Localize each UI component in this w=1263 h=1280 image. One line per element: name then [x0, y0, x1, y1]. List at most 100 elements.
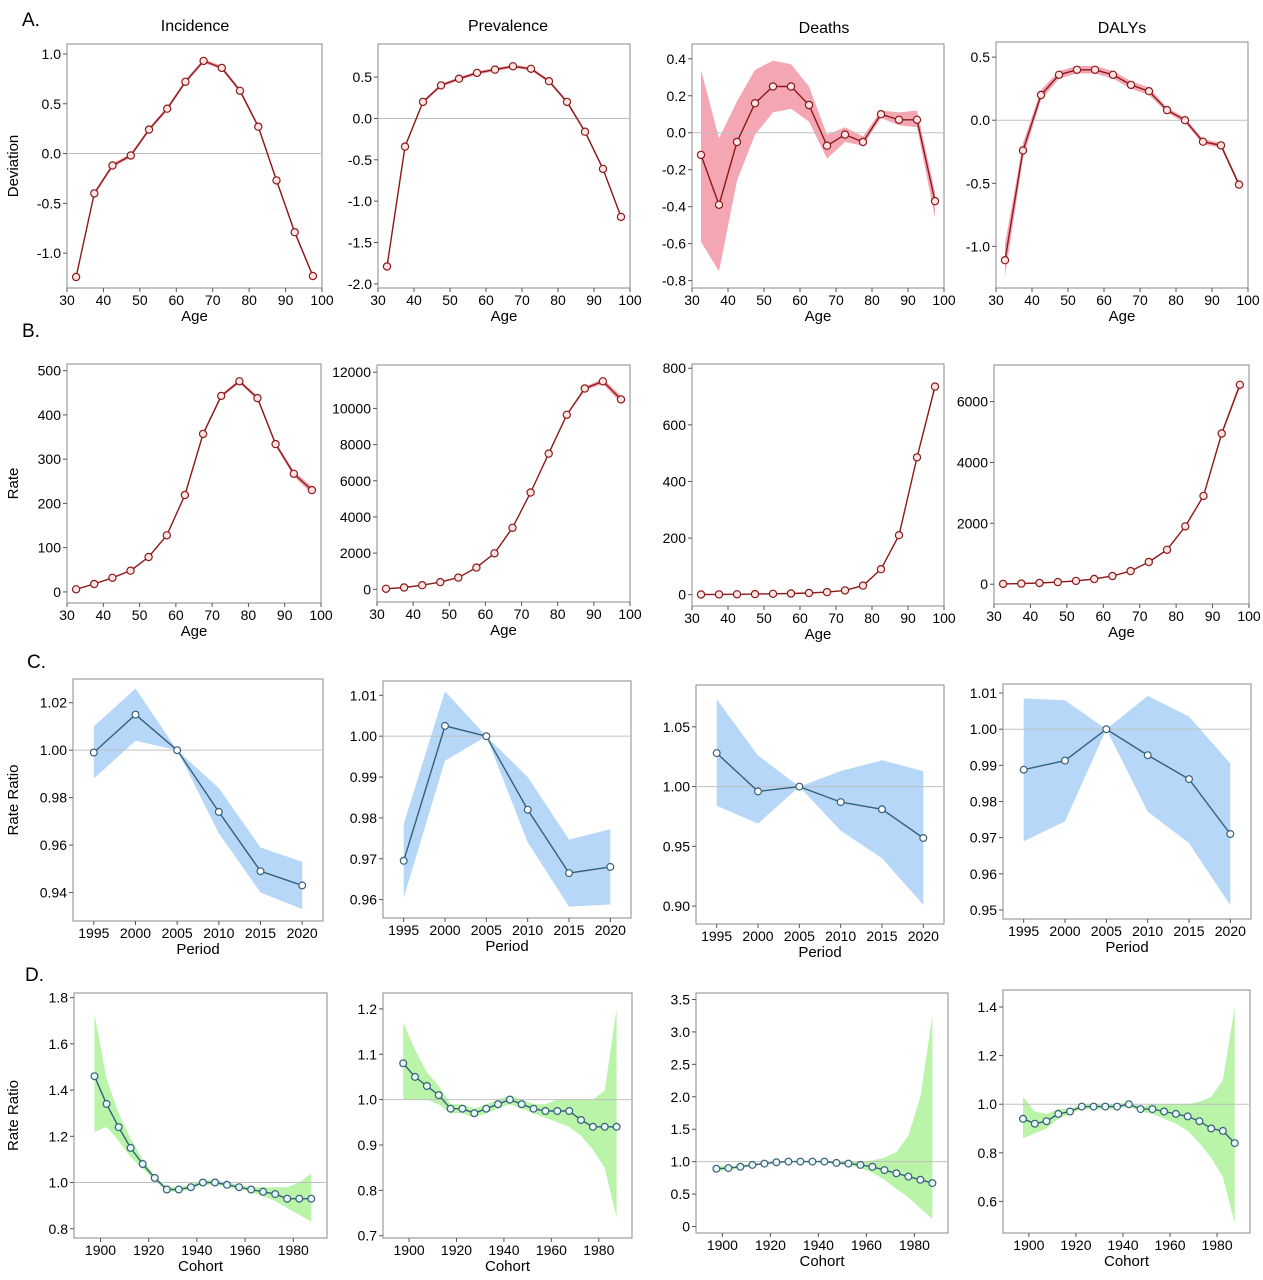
x-tick-label: 60 — [1095, 608, 1111, 624]
data-point — [150, 1173, 159, 1182]
y-tick-label: 0.8 — [358, 1182, 378, 1198]
data-point — [712, 1164, 721, 1173]
data-point — [1218, 1126, 1227, 1135]
x-tick-label: 1940 — [1107, 1237, 1138, 1253]
confidence-band — [94, 1013, 312, 1222]
x-tick-label: 40 — [406, 292, 422, 308]
x-tick-label: 1960 — [1154, 1237, 1185, 1253]
y-tick-label: 0.96 — [970, 866, 997, 882]
data-point — [259, 1187, 268, 1196]
data-point — [544, 76, 554, 86]
y-tick-label: -0.5 — [348, 152, 372, 168]
confidence-band — [1005, 66, 1239, 277]
x-axis-label: Cohort — [799, 1253, 845, 1270]
data-point — [858, 137, 868, 147]
data-point — [714, 200, 724, 209]
data-point — [564, 869, 573, 878]
data-point — [162, 531, 171, 540]
data-point — [71, 272, 81, 282]
x-tick-label: 1995 — [701, 928, 732, 944]
data-point — [580, 384, 590, 393]
x-tick-label: 1980 — [583, 1242, 614, 1258]
data-point — [1207, 1124, 1216, 1133]
series-line — [1004, 69, 1240, 261]
data-point — [217, 63, 226, 73]
x-tick-label: 1920 — [133, 1242, 164, 1258]
data-point — [541, 1106, 550, 1115]
x-tick-label: 60 — [792, 610, 808, 626]
x-tick-label: 1995 — [1008, 923, 1039, 939]
data-point — [832, 1158, 841, 1167]
data-point — [1198, 137, 1208, 146]
y-tick-label: 2000 — [340, 545, 371, 561]
y-tick-label: 0.8 — [978, 1145, 998, 1161]
y-tick-label: 0.0 — [353, 110, 373, 126]
y-tick-label: -1.5 — [348, 235, 372, 251]
y-tick-label: 0 — [363, 581, 371, 597]
x-tick-label: 2015 — [866, 928, 897, 944]
x-tick-label: 1920 — [755, 1237, 786, 1253]
data-point — [1035, 578, 1044, 588]
column-title-deaths: Deaths — [799, 20, 850, 37]
y-tick-label: 0.2 — [667, 88, 687, 104]
data-point — [796, 1157, 805, 1166]
data-point — [253, 393, 262, 403]
x-tick-label: 2020 — [1215, 923, 1246, 939]
data-point — [1124, 1100, 1133, 1109]
data-point — [1089, 574, 1099, 584]
data-point — [470, 1109, 479, 1118]
confidence-band — [93, 688, 303, 910]
data-point — [598, 377, 608, 386]
data-point — [490, 65, 500, 74]
data-point — [126, 1143, 135, 1152]
x-tick-label: 70 — [828, 292, 844, 308]
data-point — [436, 577, 445, 587]
x-axis-label: Period — [798, 944, 841, 961]
data-point — [736, 1162, 745, 1171]
data-point — [598, 164, 608, 174]
x-tick-label: 2010 — [825, 928, 856, 944]
data-point — [108, 573, 117, 583]
x-tick-label: 30 — [59, 292, 75, 308]
x-tick-label: 1920 — [441, 1242, 472, 1258]
data-point — [1184, 775, 1193, 784]
y-tick-label: 0.96 — [40, 837, 67, 853]
data-point — [553, 1106, 562, 1115]
data-point — [804, 588, 814, 598]
y-axis-label: Rate — [5, 468, 22, 500]
x-tick-label: 1995 — [388, 922, 419, 938]
x-tick-label: 100 — [310, 292, 334, 308]
x-tick-label: 90 — [277, 607, 293, 623]
data-point — [804, 100, 814, 110]
y-tick-label: 1.2 — [978, 1048, 998, 1064]
x-axis-label: Cohort — [178, 1258, 224, 1275]
x-tick-label: 40 — [405, 606, 421, 622]
data-point — [418, 97, 428, 107]
data-point — [1019, 765, 1028, 774]
data-point — [71, 585, 81, 594]
x-tick-label: 60 — [792, 292, 808, 308]
y-tick-label: 3.0 — [671, 1024, 691, 1040]
data-point — [784, 1157, 793, 1166]
y-tick-label: 0 — [53, 584, 61, 600]
data-point — [90, 1072, 99, 1081]
data-point — [1077, 1102, 1086, 1111]
y-tick-label: 1.00 — [40, 742, 67, 758]
y-tick-label: 0.9 — [358, 1137, 378, 1153]
x-tick-label: 100 — [1237, 608, 1261, 624]
chart-panel-a3: 30 40 50 60 70 80 90 100 0.4 0.2 0.0 -0.2 -0.4 -0.6 -0… — [662, 43, 956, 325]
data-point — [562, 410, 572, 419]
x-tick-label: 1940 — [488, 1242, 519, 1258]
y-tick-label: 0.98 — [40, 790, 67, 806]
data-point — [1199, 491, 1208, 501]
data-point — [298, 881, 307, 890]
x-tick-label: 90 — [586, 606, 602, 622]
data-point — [1054, 1109, 1063, 1118]
data-point — [844, 1159, 853, 1168]
data-point — [283, 1194, 292, 1203]
y-tick-label: 1.02 — [40, 695, 67, 711]
y-tick-label: 800 — [663, 360, 687, 376]
data-point — [89, 579, 99, 589]
data-point — [760, 1159, 769, 1168]
